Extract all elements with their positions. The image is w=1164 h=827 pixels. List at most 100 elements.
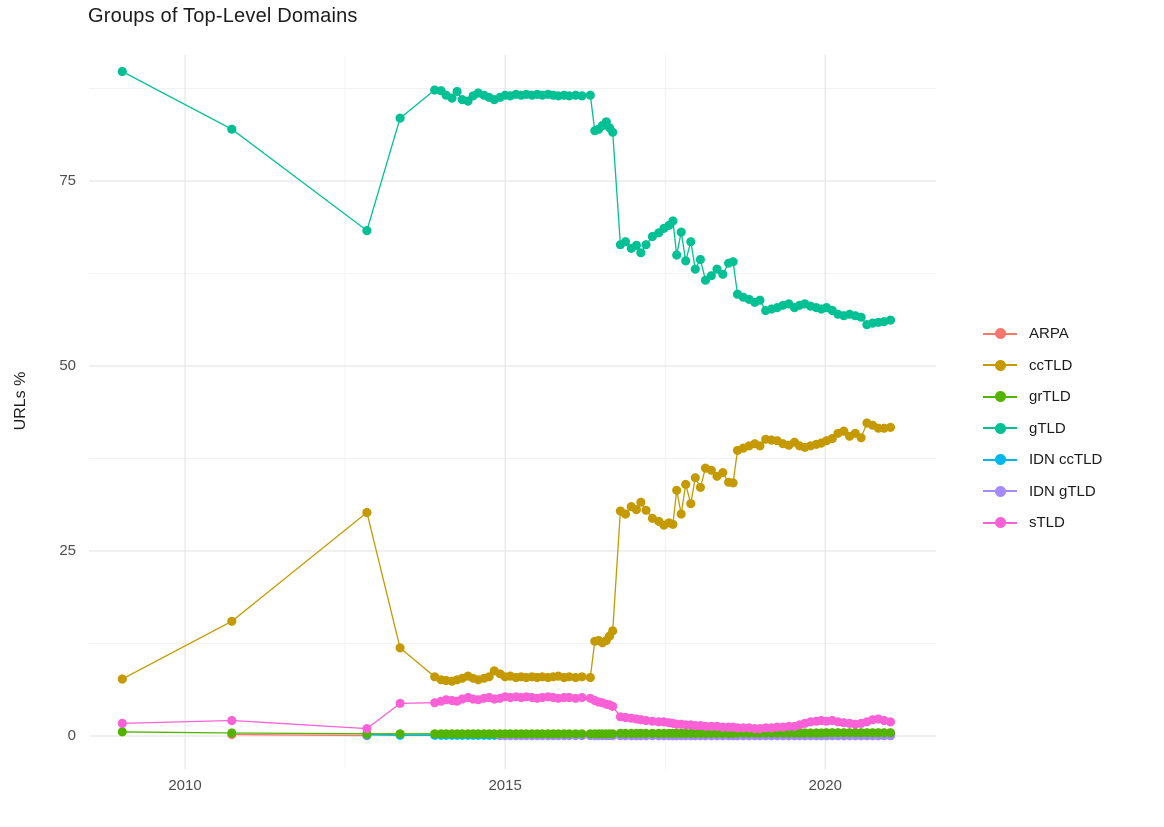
data-point-gTLD bbox=[608, 127, 618, 137]
x-axis-tick-label: 2020 bbox=[808, 777, 842, 794]
data-point-gTLD bbox=[686, 237, 696, 247]
data-point-ccTLD bbox=[117, 674, 127, 684]
data-point-gTLD bbox=[690, 264, 700, 274]
data-point-grTLD bbox=[647, 728, 658, 739]
y-axis-tick-label: 0 bbox=[67, 726, 76, 744]
data-point-ccTLD bbox=[577, 672, 587, 682]
data-point-ccTLD bbox=[695, 482, 706, 492]
data-point-gTLD bbox=[681, 256, 691, 266]
data-point-ccTLD bbox=[484, 672, 494, 682]
series-line-ARPA bbox=[231, 733, 367, 737]
data-point-ccTLD bbox=[676, 509, 686, 519]
data-point-gTLD bbox=[585, 90, 595, 100]
data-point-gTLD bbox=[641, 240, 651, 250]
y-axis-title: URLs % bbox=[12, 371, 29, 431]
data-point-ccTLD bbox=[681, 479, 691, 489]
data-point-ccTLD bbox=[227, 616, 237, 626]
data-point-sTLD bbox=[395, 698, 405, 709]
data-point-sTLD bbox=[362, 724, 372, 734]
data-point-ccTLD bbox=[636, 497, 646, 507]
legend-item-idn-cctld: IDN ccTLD bbox=[983, 444, 1102, 476]
data-point-gTLD bbox=[728, 257, 738, 267]
legend-label: IDN ccTLD bbox=[1029, 451, 1103, 469]
data-point-gTLD bbox=[452, 86, 462, 97]
data-point-sTLD bbox=[577, 692, 587, 703]
data-point-sTLD bbox=[227, 715, 237, 726]
legend-item-idn-gtld: IDN gTLD bbox=[983, 476, 1102, 508]
legend-label: gTLD bbox=[1029, 419, 1066, 437]
data-point-gTLD bbox=[227, 124, 237, 134]
data-point-grTLD bbox=[564, 729, 574, 739]
legend-key-icon bbox=[983, 389, 1017, 405]
data-point-grTLD bbox=[117, 727, 127, 737]
legend-key-icon bbox=[983, 515, 1017, 531]
data-point-gTLD bbox=[718, 269, 728, 279]
legend-label: ARPA bbox=[1029, 325, 1069, 343]
data-point-gTLD bbox=[362, 226, 372, 236]
data-point-grTLD bbox=[641, 728, 651, 739]
legend-label: IDN gTLD bbox=[1029, 482, 1096, 500]
data-point-sTLD bbox=[885, 717, 896, 727]
data-point-grTLD bbox=[577, 729, 587, 739]
data-point-ccTLD bbox=[755, 441, 765, 451]
data-point-grTLD bbox=[608, 729, 618, 739]
x-axis-tick-label: 2015 bbox=[488, 777, 522, 794]
data-point-ccTLD bbox=[620, 509, 631, 519]
data-point-ccTLD bbox=[728, 478, 738, 488]
data-point-ccTLD bbox=[668, 519, 678, 530]
data-point-gTLD bbox=[856, 312, 866, 322]
legend-item-cctld: ccTLD bbox=[983, 350, 1102, 382]
data-point-ccTLD bbox=[395, 643, 405, 653]
data-point-sTLD bbox=[608, 701, 618, 712]
data-point-gTLD bbox=[620, 237, 631, 247]
data-point-gTLD bbox=[447, 93, 457, 103]
x-axis-tick-label: 2010 bbox=[168, 777, 202, 794]
legend: ARPA ccTLD grTLD gTLD IDN ccTLD IDN gTLD… bbox=[983, 318, 1102, 539]
data-point-ccTLD bbox=[718, 468, 728, 478]
legend-key-icon bbox=[983, 420, 1017, 436]
legend-key-icon bbox=[983, 483, 1017, 499]
y-axis-tick-label: 75 bbox=[59, 172, 76, 190]
data-point-gTLD bbox=[631, 240, 642, 250]
data-point-gTLD bbox=[885, 315, 896, 325]
data-point-gTLD bbox=[636, 248, 646, 258]
data-point-ccTLD bbox=[362, 507, 372, 518]
y-axis-tick-label: 25 bbox=[59, 542, 76, 559]
legend-item-arpa: ARPA bbox=[983, 318, 1102, 350]
data-point-grTLD bbox=[885, 728, 896, 738]
data-point-ccTLD bbox=[686, 499, 696, 509]
legend-key-icon bbox=[983, 452, 1017, 468]
data-point-ccTLD bbox=[885, 422, 896, 432]
data-point-gTLD bbox=[395, 113, 405, 123]
data-point-ccTLD bbox=[608, 626, 618, 636]
data-point-gTLD bbox=[672, 250, 682, 260]
data-point-gTLD bbox=[117, 66, 127, 77]
data-point-sTLD bbox=[117, 718, 127, 729]
legend-label: ccTLD bbox=[1029, 356, 1073, 374]
legend-label: grTLD bbox=[1029, 388, 1071, 406]
data-point-gTLD bbox=[577, 91, 587, 101]
data-point-gTLD bbox=[755, 295, 765, 305]
legend-key-icon bbox=[983, 357, 1017, 373]
data-point-ccTLD bbox=[856, 433, 866, 443]
series-line-ccTLD bbox=[121, 422, 891, 682]
legend-item-gtld: gTLD bbox=[983, 413, 1102, 445]
legend-key-icon bbox=[983, 326, 1017, 342]
data-point-grTLD bbox=[227, 728, 237, 738]
series-line-gTLD bbox=[121, 70, 891, 326]
data-point-gTLD bbox=[668, 216, 678, 226]
legend-label: sTLD bbox=[1029, 514, 1065, 532]
data-point-ccTLD bbox=[690, 473, 700, 483]
legend-item-grtld: grTLD bbox=[983, 381, 1102, 413]
data-point-ccTLD bbox=[706, 465, 716, 475]
data-point-ccTLD bbox=[672, 485, 682, 495]
data-point-gTLD bbox=[706, 271, 716, 281]
data-point-grTLD bbox=[430, 729, 440, 739]
data-point-grTLD bbox=[879, 728, 889, 738]
data-point-ccTLD bbox=[631, 505, 642, 515]
legend-item-stld: sTLD bbox=[983, 507, 1102, 539]
data-point-ccTLD bbox=[641, 505, 651, 515]
y-axis-tick-label: 50 bbox=[59, 357, 76, 374]
